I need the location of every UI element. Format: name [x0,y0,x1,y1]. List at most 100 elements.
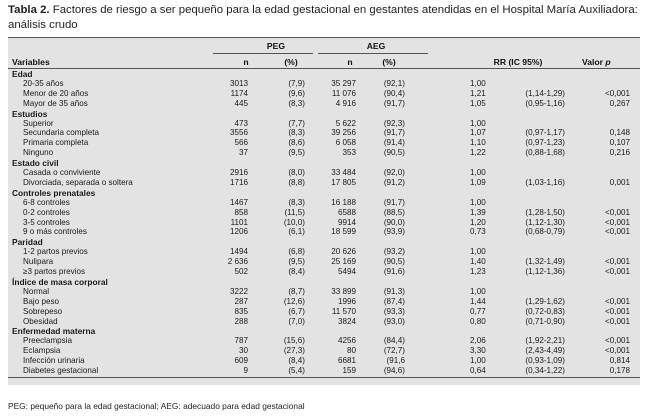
peg-n: 502 [234,267,248,276]
header-aeg-pct: (%) [382,57,396,67]
aeg-pct: (91,6 [386,356,405,366]
p-value: <0,001 [605,88,630,98]
rr-value: 1,23 [470,267,486,276]
row-label: Divorciada, separada o soltera [23,177,133,187]
p-value: 0,178 [609,366,630,375]
aeg-n: 16 188 [331,197,356,207]
ci-value: (0,97-1,23) [525,138,565,148]
p-value: <0,001 [605,336,630,346]
section-title: Controles prenatales [12,187,96,198]
aeg-pct: (91,4) [383,138,405,148]
peg-pct: (8,3) [288,197,305,207]
aeg-n: 1996 [337,296,356,306]
row-label: Mayor de 35 años [23,98,88,108]
table-row: 6-8 controles 1467 (8,3) 16 188 (91,7) 1,00 [8,198,640,208]
p-value: <0,001 [605,306,630,316]
peg-underline [213,53,313,54]
row-label: Preeclampsia [23,336,73,346]
table-row: Superior 473 (7,7) 5 622 (92,3) 1,00 [8,119,640,129]
aeg-n: 9914 [337,217,356,227]
rr-value: 1,00 [470,356,486,366]
row-label: Secundaria completa [23,128,100,138]
rr-value: 0,77 [470,306,486,316]
peg-pct: (8,7) [288,286,305,296]
peg-pct: (8,4) [288,267,305,276]
header-rule [8,68,640,69]
group-header-peg: PEG [266,41,286,51]
peg-pct: (9,5) [288,148,305,158]
peg-pct: (9,6) [288,88,305,98]
peg-pct: (6,1) [288,227,305,237]
aeg-n: 80 [346,346,356,356]
ci-value: (1,12-1,30) [525,217,565,227]
table-row: Normal 3222 (8,7) 33 899 (91,3) 1,00 [8,287,640,297]
row-label: Ninguno [23,148,54,158]
header-rr: RR (IC 95%) [493,57,543,67]
peg-n: 1716 [229,177,248,187]
table-row: Mayor de 35 años 445 (8,3) 4 916 (91,7) 1,05 (… [8,99,640,109]
ci-value: (1,29-1,62) [525,296,565,306]
table-row: 0-2 controles 858 (11,5) 6588 (88,5) 1,39 (1,2… [8,208,640,218]
row-label: Diabetes gestacional [23,366,99,375]
aeg-n: 20 626 [331,247,356,257]
rr-value: 0,80 [470,316,486,326]
ci-value: (0,97-1,17) [525,128,565,138]
peg-pct: (15,6) [283,336,305,346]
peg-n: 787 [234,336,248,346]
section-title: Enfermedad materna [12,326,96,337]
aeg-pct: (90,5) [383,257,405,267]
table-row: Ninguno 37 (9,5) 353 (90,5) 1,22 (0,88-1,68) 0,… [8,148,640,158]
ci-value: (0,68-0,79) [525,227,565,237]
peg-n: 858 [234,207,248,217]
section-title: Edad [12,69,33,79]
peg-n: 3013 [229,78,248,88]
peg-pct: (7,9) [288,78,305,88]
p-value: 0,107 [609,138,630,148]
aeg-n: 4 916 [335,98,356,108]
peg-n: 1494 [229,247,248,257]
row-label: 20-35 años [23,78,64,88]
peg-n: 473 [234,118,248,128]
rr-value: 1,00 [470,118,486,128]
row-label: 0-2 controles [23,207,70,217]
row-label: Primaria completa [23,138,89,148]
peg-pct: (7,7) [288,118,305,128]
ci-value: (2,43-4,49) [525,346,565,356]
rr-value: 1,21 [470,88,486,98]
peg-pct: (11,5) [284,207,305,217]
peg-pct: (6,7) [288,306,305,316]
row-label: 9 o más controles [23,227,87,237]
rr-value: 1,44 [470,296,486,306]
aeg-n: 353 [342,148,356,158]
ci-value: (0,71-0,90) [525,316,565,326]
aeg-n: 11 076 [331,88,356,98]
aeg-pct: (92,3) [383,118,405,128]
aeg-n: 6681 [337,356,356,366]
aeg-n: 5494 [337,267,356,276]
peg-pct: (8,8) [288,177,305,187]
row-label: Infección urinaria [23,356,85,366]
peg-n: 30 [238,346,248,356]
rr-value: 2,06 [470,336,486,346]
rr-value: 1,07 [470,128,486,138]
rr-value: 1,00 [470,197,486,207]
aeg-pct: (91,7) [383,128,405,138]
ci-value: (1,14-1,29) [525,88,565,98]
aeg-n: 4256 [337,336,356,346]
table-title: Factores de riesgo a ser pequeño para la… [8,4,638,31]
row-label: ≥3 partos previos [23,267,86,276]
peg-n: 609 [234,356,248,366]
aeg-underline [318,53,428,54]
row-label: 6-8 controles [23,197,70,207]
table-row: Casada o conviviente 2916 (8,0) 33 484 (92,0… [8,168,640,178]
header-valor-p: Valor p [582,57,632,67]
row-label: 1-2 partos previos [23,247,88,257]
peg-n: 2 636 [227,257,248,267]
aeg-pct: (90,0) [383,217,405,227]
aeg-pct: (93,0) [383,316,405,326]
ci-value: (1,92-2,21) [525,336,565,346]
p-value: <0,001 [605,316,630,326]
aeg-n: 18 599 [331,227,356,237]
rr-value: 1,00 [470,247,486,257]
aeg-n: 5 622 [335,118,356,128]
